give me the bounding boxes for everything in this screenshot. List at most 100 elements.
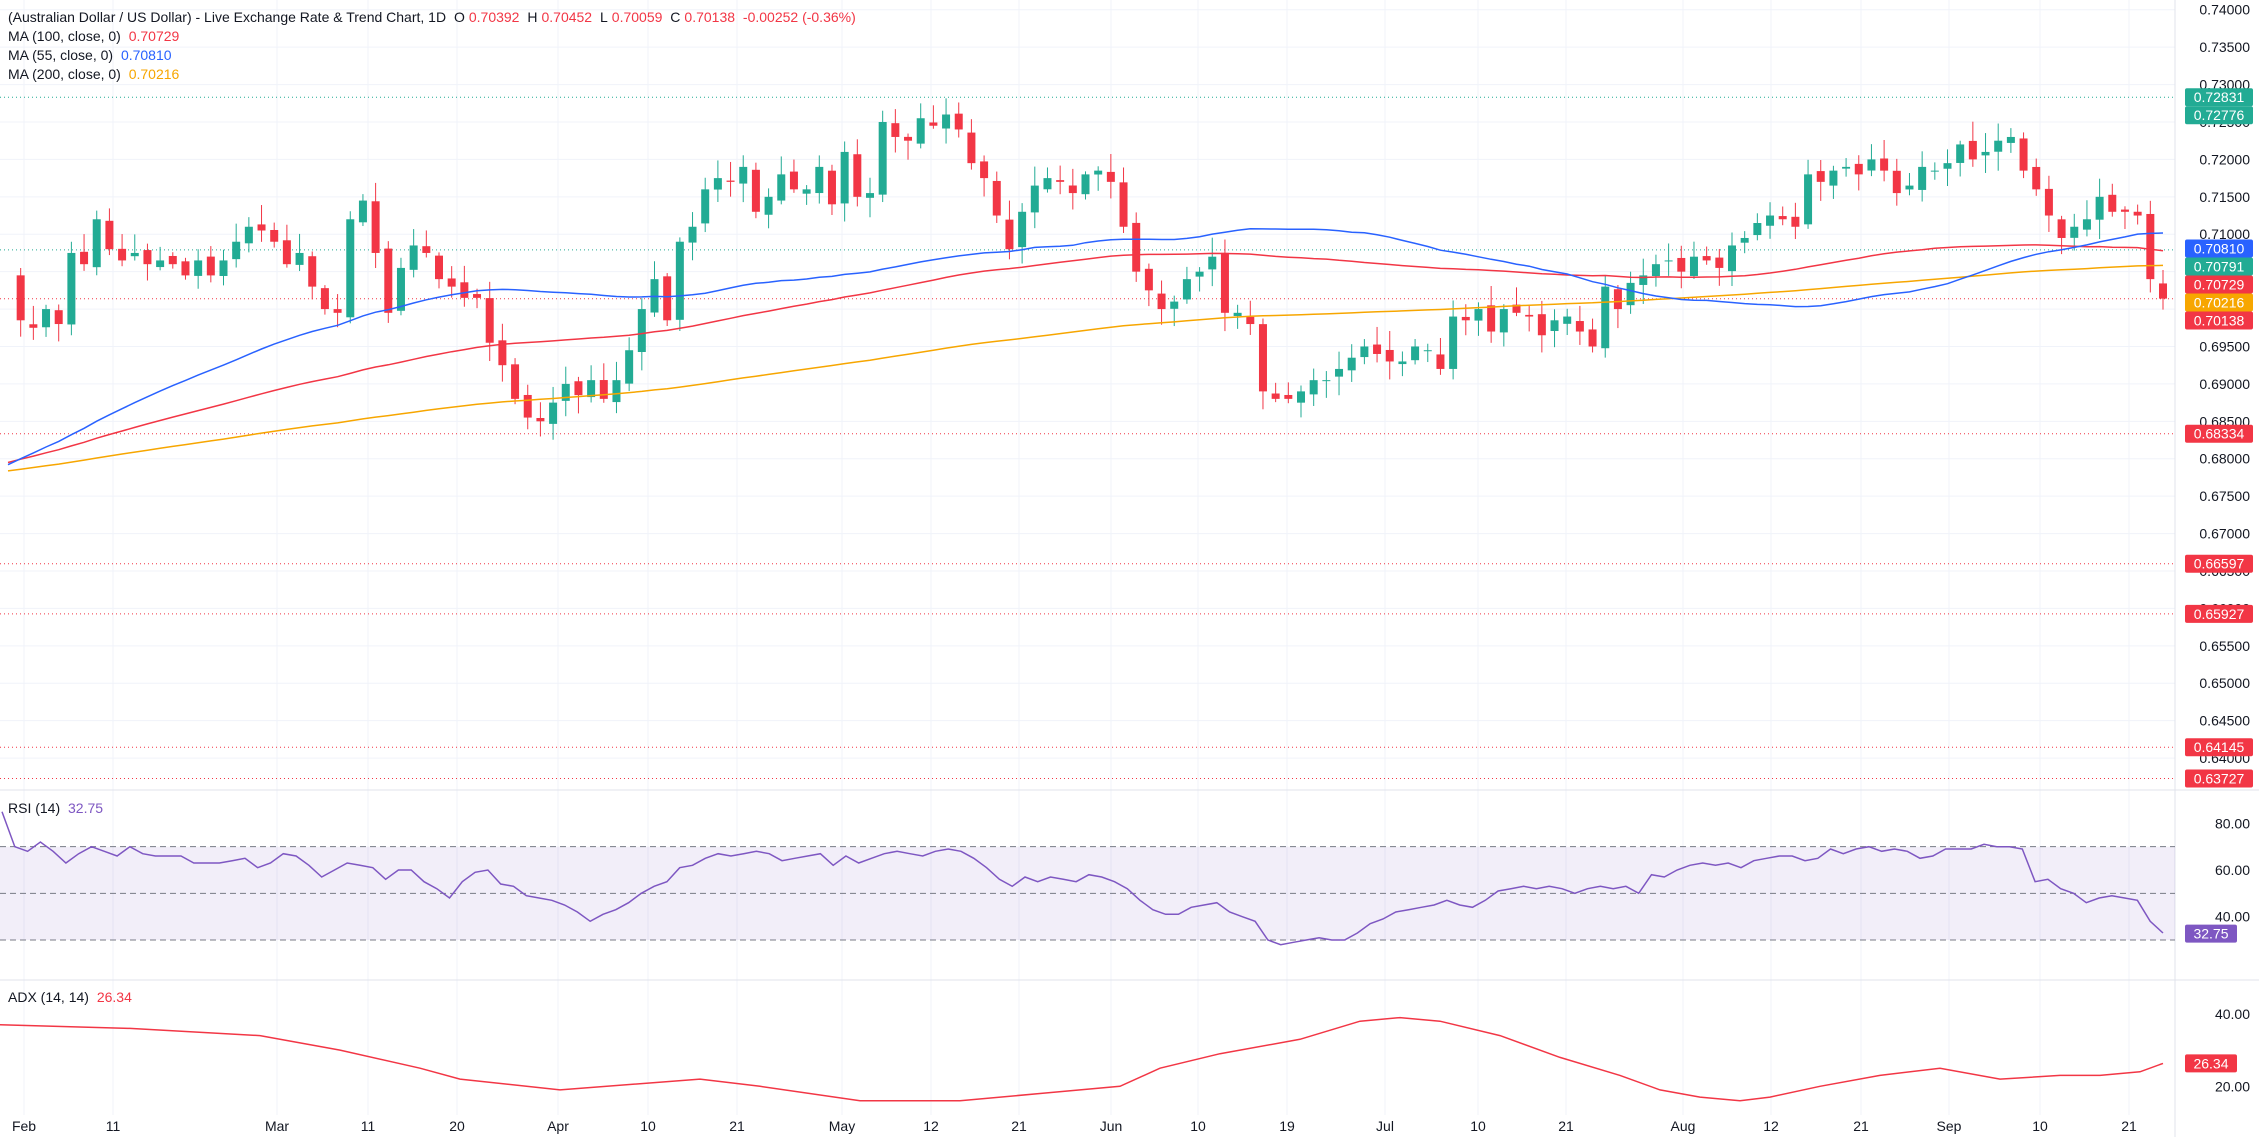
- y-tick-label: 0.71000: [2199, 226, 2250, 242]
- candle-body: [625, 350, 634, 384]
- candle-body: [536, 418, 545, 422]
- candle-body: [320, 288, 329, 310]
- candle-body: [2146, 213, 2155, 280]
- adx-label: ADX (14, 14): [8, 989, 89, 1005]
- y-tick-label: 0.71500: [2199, 189, 2250, 205]
- candle-body: [1537, 314, 1546, 336]
- candle-body: [130, 252, 139, 257]
- candle-body: [1968, 140, 1977, 160]
- candle-body: [1499, 309, 1508, 333]
- candle-body: [409, 245, 418, 270]
- candle-body: [549, 402, 558, 424]
- candle-body: [2095, 196, 2104, 220]
- candle-body: [498, 340, 507, 366]
- x-tick-label: 21: [1558, 1118, 1574, 1134]
- rsi-legend[interactable]: RSI (14) 32.75: [8, 799, 107, 818]
- candle-body: [1728, 245, 1736, 272]
- ma100-legend[interactable]: MA (100, close, 0) 0.70729: [8, 27, 860, 46]
- candle-body: [473, 294, 482, 298]
- candle-body: [2057, 219, 2066, 238]
- candle-body: [156, 260, 165, 268]
- candle-body: [1740, 237, 1749, 243]
- x-tick-label: Jul: [1376, 1118, 1394, 1134]
- candle-body: [168, 255, 177, 265]
- candle-body: [42, 309, 51, 328]
- price-label-text: 0.70138: [2194, 312, 2245, 328]
- y-tick-label: 0.67500: [2199, 488, 2250, 504]
- rsi-band: [0, 846, 2175, 940]
- rsi-tick-label: 80.00: [2215, 815, 2250, 831]
- candle-body: [1778, 216, 1787, 220]
- x-tick-label: 21: [1011, 1118, 1027, 1134]
- candle-body: [1018, 211, 1027, 248]
- ma55-legend[interactable]: MA (55, close, 0) 0.70810: [8, 46, 860, 65]
- y-tick-label: 0.73500: [2199, 39, 2250, 55]
- candle-body: [802, 189, 811, 194]
- ohlc-key: L: [599, 9, 608, 25]
- candle-body: [29, 324, 38, 328]
- candle-body: [308, 256, 317, 287]
- candle-body: [270, 229, 279, 242]
- candle-body: [1246, 316, 1255, 325]
- candle-body: [967, 132, 976, 164]
- price-label-box: [2185, 239, 2253, 258]
- candle-body: [904, 136, 913, 141]
- candle-body: [1347, 357, 1356, 371]
- y-tick-label: 0.67000: [2199, 526, 2250, 542]
- candle-body: [916, 118, 925, 144]
- candle-body: [1677, 257, 1686, 272]
- adx-tick-label: 40.00: [2215, 1006, 2250, 1022]
- candle-body: [1258, 324, 1267, 392]
- candle-body: [1994, 140, 2003, 152]
- indicator-label: MA (200, close, 0): [8, 66, 121, 82]
- candle-body: [1689, 256, 1698, 276]
- x-tick-label: 12: [923, 1118, 939, 1134]
- x-tick-label: 20: [449, 1118, 465, 1134]
- price-label-text: 0.70810: [2194, 240, 2245, 256]
- candle-body: [1360, 346, 1369, 358]
- candle-body: [713, 178, 722, 190]
- rsi-value-box: [2185, 924, 2237, 943]
- candle-body: [587, 380, 596, 398]
- candle-body: [1575, 321, 1584, 332]
- candle-body: [2032, 166, 2041, 190]
- candle-body: [574, 381, 583, 396]
- candle-body: [1525, 314, 1534, 317]
- adx-legend[interactable]: ADX (14, 14) 26.34: [8, 988, 136, 1007]
- ma200-legend[interactable]: MA (200, close, 0) 0.70216: [8, 65, 860, 84]
- price-label-box: [2185, 769, 2253, 788]
- ohlc-close: C 0.70138: [670, 9, 735, 25]
- adx-value-box: [2185, 1054, 2237, 1073]
- candle-body: [561, 383, 570, 401]
- candle-body: [105, 220, 114, 250]
- candle-body: [688, 226, 697, 243]
- candle-body: [929, 122, 938, 126]
- candle-body: [2006, 136, 2015, 143]
- price-label-box: [2185, 106, 2253, 125]
- rsi-line: [1, 811, 2164, 946]
- candle-body: [1449, 316, 1458, 369]
- candle-body: [840, 151, 849, 204]
- candle-body: [435, 255, 443, 280]
- candle-body: [118, 248, 127, 261]
- candles: [16, 98, 2167, 440]
- candle-body: [980, 161, 989, 179]
- candle-body: [206, 256, 215, 276]
- candle-body: [1322, 380, 1331, 382]
- candle-body: [1005, 219, 1014, 250]
- price-label-text: 0.68334: [2194, 426, 2245, 442]
- ohlc-value: 0.70452: [541, 9, 593, 25]
- x-tick-label: 11: [106, 1118, 121, 1134]
- candle-body: [1271, 393, 1280, 399]
- candle-body: [764, 196, 773, 215]
- x-tick-label: 21: [2121, 1118, 2137, 1134]
- change-value: -0.00252 (-0.36%): [742, 9, 856, 25]
- candle-body: [1068, 185, 1077, 194]
- x-tick-label: 21: [1853, 1118, 1869, 1134]
- price-label-text: 0.72776: [2194, 107, 2245, 123]
- price-label-box: [2185, 293, 2253, 312]
- chart-legend: (Australian Dollar / US Dollar) - Live E…: [8, 8, 860, 84]
- price-label-text: 0.70791: [2194, 258, 2245, 274]
- ohlc-value: 0.70138: [684, 9, 736, 25]
